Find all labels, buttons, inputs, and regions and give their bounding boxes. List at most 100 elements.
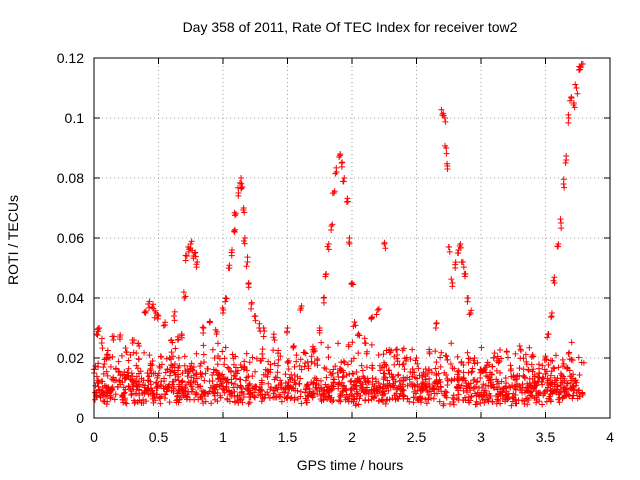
data-point — [245, 284, 252, 291]
data-point — [277, 353, 284, 360]
data-point — [568, 356, 575, 363]
data-point — [426, 375, 433, 382]
data-point — [100, 398, 107, 405]
data-point — [464, 298, 471, 305]
data-point — [505, 383, 512, 390]
data-point — [494, 353, 501, 360]
data-point — [205, 390, 212, 397]
data-point — [212, 367, 219, 374]
data-point — [213, 384, 220, 391]
data-point — [314, 356, 321, 363]
data-point — [309, 394, 316, 401]
data-point — [372, 376, 379, 383]
data-point — [544, 380, 551, 387]
data-point — [181, 295, 188, 301]
data-point — [241, 240, 248, 247]
data-point — [409, 346, 416, 353]
data-point — [325, 344, 332, 351]
data-point — [193, 375, 200, 382]
data-point — [188, 383, 195, 390]
data-point — [349, 339, 356, 346]
y-tick-label: 0.04 — [57, 290, 84, 306]
data-point — [499, 389, 506, 396]
data-point — [446, 248, 453, 255]
data-point — [246, 399, 253, 406]
data-point — [512, 391, 519, 398]
data-point — [146, 352, 153, 359]
data-point — [334, 369, 341, 376]
data-point — [451, 375, 458, 382]
data-point — [432, 365, 439, 372]
data-point — [337, 398, 344, 405]
data-point — [95, 328, 102, 335]
data-point — [267, 369, 274, 376]
data-point — [107, 363, 114, 370]
data-point — [325, 241, 332, 247]
data-point — [202, 398, 209, 405]
data-point — [285, 357, 292, 364]
data-point — [296, 362, 303, 369]
data-point — [168, 349, 175, 356]
data-point — [413, 375, 420, 382]
data-point — [237, 376, 244, 383]
data-point — [510, 374, 517, 381]
data-point — [497, 369, 504, 376]
data-point — [252, 317, 259, 324]
data-point — [165, 383, 172, 390]
data-point — [179, 370, 186, 377]
data-point — [344, 195, 351, 202]
data-point — [201, 377, 208, 384]
data-point — [475, 384, 482, 391]
data-point — [557, 216, 564, 223]
data-point — [451, 365, 458, 372]
data-point — [248, 299, 255, 306]
data-point — [112, 391, 119, 398]
data-point — [360, 388, 367, 395]
data-point — [400, 345, 407, 352]
data-point — [577, 64, 584, 71]
data-point — [393, 390, 400, 397]
data-point — [449, 394, 456, 401]
data-point — [380, 351, 387, 358]
data-point — [162, 383, 169, 390]
data-point — [483, 362, 490, 369]
data-point — [579, 61, 586, 68]
data-point — [290, 385, 297, 392]
data-point — [560, 360, 567, 367]
data-point — [201, 358, 208, 365]
data-point — [380, 398, 387, 405]
data-point — [260, 333, 267, 340]
data-point — [454, 377, 461, 384]
data-point — [348, 358, 355, 365]
data-point — [351, 395, 358, 402]
data-point — [402, 357, 409, 364]
data-point — [478, 344, 485, 351]
data-point — [400, 387, 407, 394]
data-point — [238, 383, 245, 390]
data-point — [147, 367, 154, 374]
data-point — [530, 385, 537, 392]
data-point — [447, 361, 454, 368]
data-point — [539, 381, 546, 388]
data-point — [221, 361, 228, 368]
data-point — [325, 354, 332, 361]
data-point — [527, 382, 534, 389]
data-point — [562, 159, 569, 166]
data-point — [318, 398, 325, 405]
data-point — [294, 373, 301, 380]
data-point — [214, 381, 221, 388]
data-point — [340, 178, 347, 185]
data-point — [249, 373, 256, 380]
data-point — [455, 368, 462, 375]
data-point — [180, 289, 187, 296]
data-point — [571, 377, 578, 384]
data-point — [185, 246, 192, 253]
data-point — [197, 360, 204, 367]
data-point — [123, 349, 130, 356]
data-point — [365, 378, 372, 385]
data-point — [116, 336, 123, 343]
data-point — [185, 370, 192, 377]
data-point — [140, 399, 147, 406]
x-tick-label: 1 — [219, 429, 227, 445]
data-point — [365, 390, 372, 397]
